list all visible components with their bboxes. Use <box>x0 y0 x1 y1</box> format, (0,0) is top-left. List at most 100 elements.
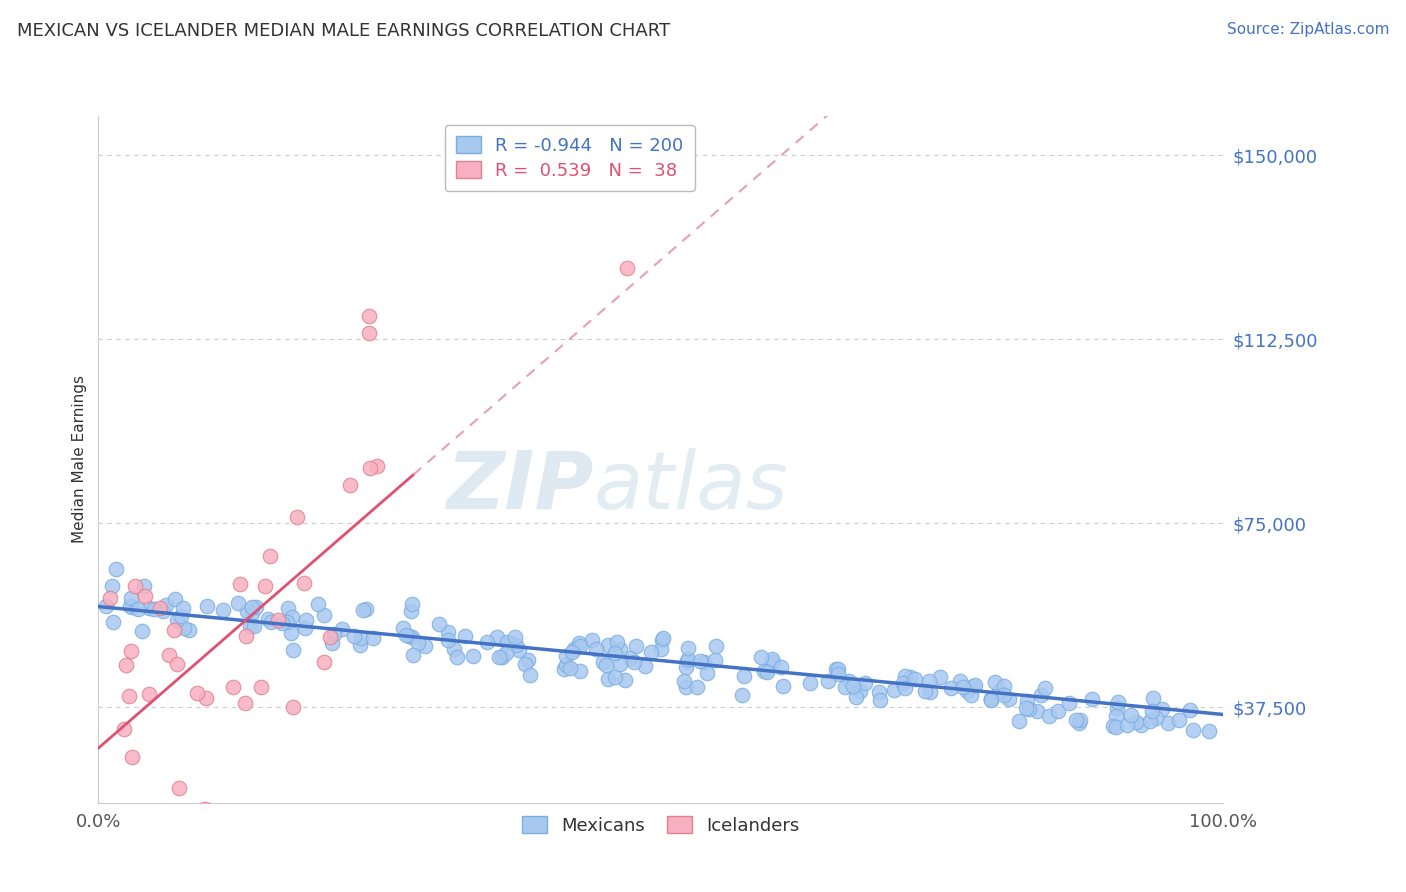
Point <box>427 617 450 632</box>
Point <box>292 576 315 591</box>
Point <box>651 632 673 646</box>
Point <box>245 599 267 614</box>
Point <box>194 802 217 816</box>
Point <box>993 680 1015 694</box>
Point <box>825 663 848 677</box>
Point <box>114 723 136 737</box>
Point <box>357 309 380 323</box>
Point <box>733 669 755 683</box>
Point <box>1057 696 1080 710</box>
Text: ZIP: ZIP <box>446 448 593 526</box>
Point <box>751 649 773 664</box>
Point <box>357 326 380 341</box>
Point <box>596 638 619 652</box>
Point <box>446 650 468 665</box>
Point <box>623 655 645 669</box>
Point <box>461 648 484 663</box>
Point <box>939 681 962 696</box>
Point <box>1140 704 1163 718</box>
Point <box>676 652 699 666</box>
Point <box>120 591 142 605</box>
Point <box>437 624 460 639</box>
Point <box>1105 701 1128 715</box>
Point <box>585 642 607 657</box>
Point <box>314 655 336 669</box>
Point <box>350 631 373 645</box>
Point <box>592 655 614 669</box>
Point <box>342 628 364 642</box>
Point <box>221 680 243 694</box>
Point <box>170 608 193 623</box>
Point <box>235 629 257 643</box>
Point <box>918 674 941 689</box>
Point <box>1018 701 1040 715</box>
Point <box>598 672 620 686</box>
Point <box>676 654 699 668</box>
Point <box>319 630 342 644</box>
Point <box>568 664 591 678</box>
Point <box>606 635 628 649</box>
Point <box>406 636 429 650</box>
Point <box>232 862 254 876</box>
Point <box>366 458 388 473</box>
Point <box>401 603 423 617</box>
Text: MEXICAN VS ICELANDER MEDIAN MALE EARNINGS CORRELATION CHART: MEXICAN VS ICELANDER MEDIAN MALE EARNING… <box>17 22 671 40</box>
Point <box>675 659 697 673</box>
Point <box>166 613 188 627</box>
Point <box>259 615 281 629</box>
Point <box>115 657 138 672</box>
Point <box>640 645 662 659</box>
Point <box>240 607 263 621</box>
Point <box>752 664 775 678</box>
Point <box>281 700 304 714</box>
Point <box>1178 702 1201 716</box>
Point <box>437 632 460 647</box>
Point <box>949 674 972 689</box>
Point <box>1047 705 1070 719</box>
Point <box>988 684 1011 698</box>
Point <box>259 549 281 564</box>
Point <box>1152 702 1174 716</box>
Point <box>581 633 603 648</box>
Point <box>173 621 195 635</box>
Point <box>842 679 865 693</box>
Point <box>228 595 250 609</box>
Point <box>167 781 190 796</box>
Point <box>124 579 146 593</box>
Point <box>799 676 821 690</box>
Point <box>894 681 917 696</box>
Point <box>121 599 143 614</box>
Point <box>354 602 377 616</box>
Point <box>1007 714 1029 728</box>
Point <box>555 658 578 673</box>
Point <box>339 478 361 492</box>
Point <box>201 836 224 850</box>
Text: Source: ZipAtlas.com: Source: ZipAtlas.com <box>1226 22 1389 37</box>
Point <box>1029 688 1052 702</box>
Point <box>1144 711 1167 725</box>
Point <box>229 577 252 591</box>
Point <box>761 652 783 666</box>
Point <box>1064 713 1087 727</box>
Point <box>868 685 890 699</box>
Point <box>1105 720 1128 734</box>
Legend: Mexicans, Icelanders: Mexicans, Icelanders <box>515 809 807 842</box>
Point <box>686 680 709 694</box>
Point <box>132 579 155 593</box>
Point <box>1038 708 1060 723</box>
Point <box>980 692 1002 706</box>
Point <box>827 662 849 676</box>
Point <box>605 670 627 684</box>
Point <box>609 641 631 656</box>
Point <box>517 653 540 667</box>
Point <box>772 679 794 693</box>
Point <box>1182 723 1205 737</box>
Point <box>276 615 298 629</box>
Point <box>443 642 465 657</box>
Point <box>118 599 141 613</box>
Point <box>849 684 872 698</box>
Point <box>101 578 124 592</box>
Point <box>956 684 979 698</box>
Point <box>173 600 195 615</box>
Point <box>1015 694 1038 708</box>
